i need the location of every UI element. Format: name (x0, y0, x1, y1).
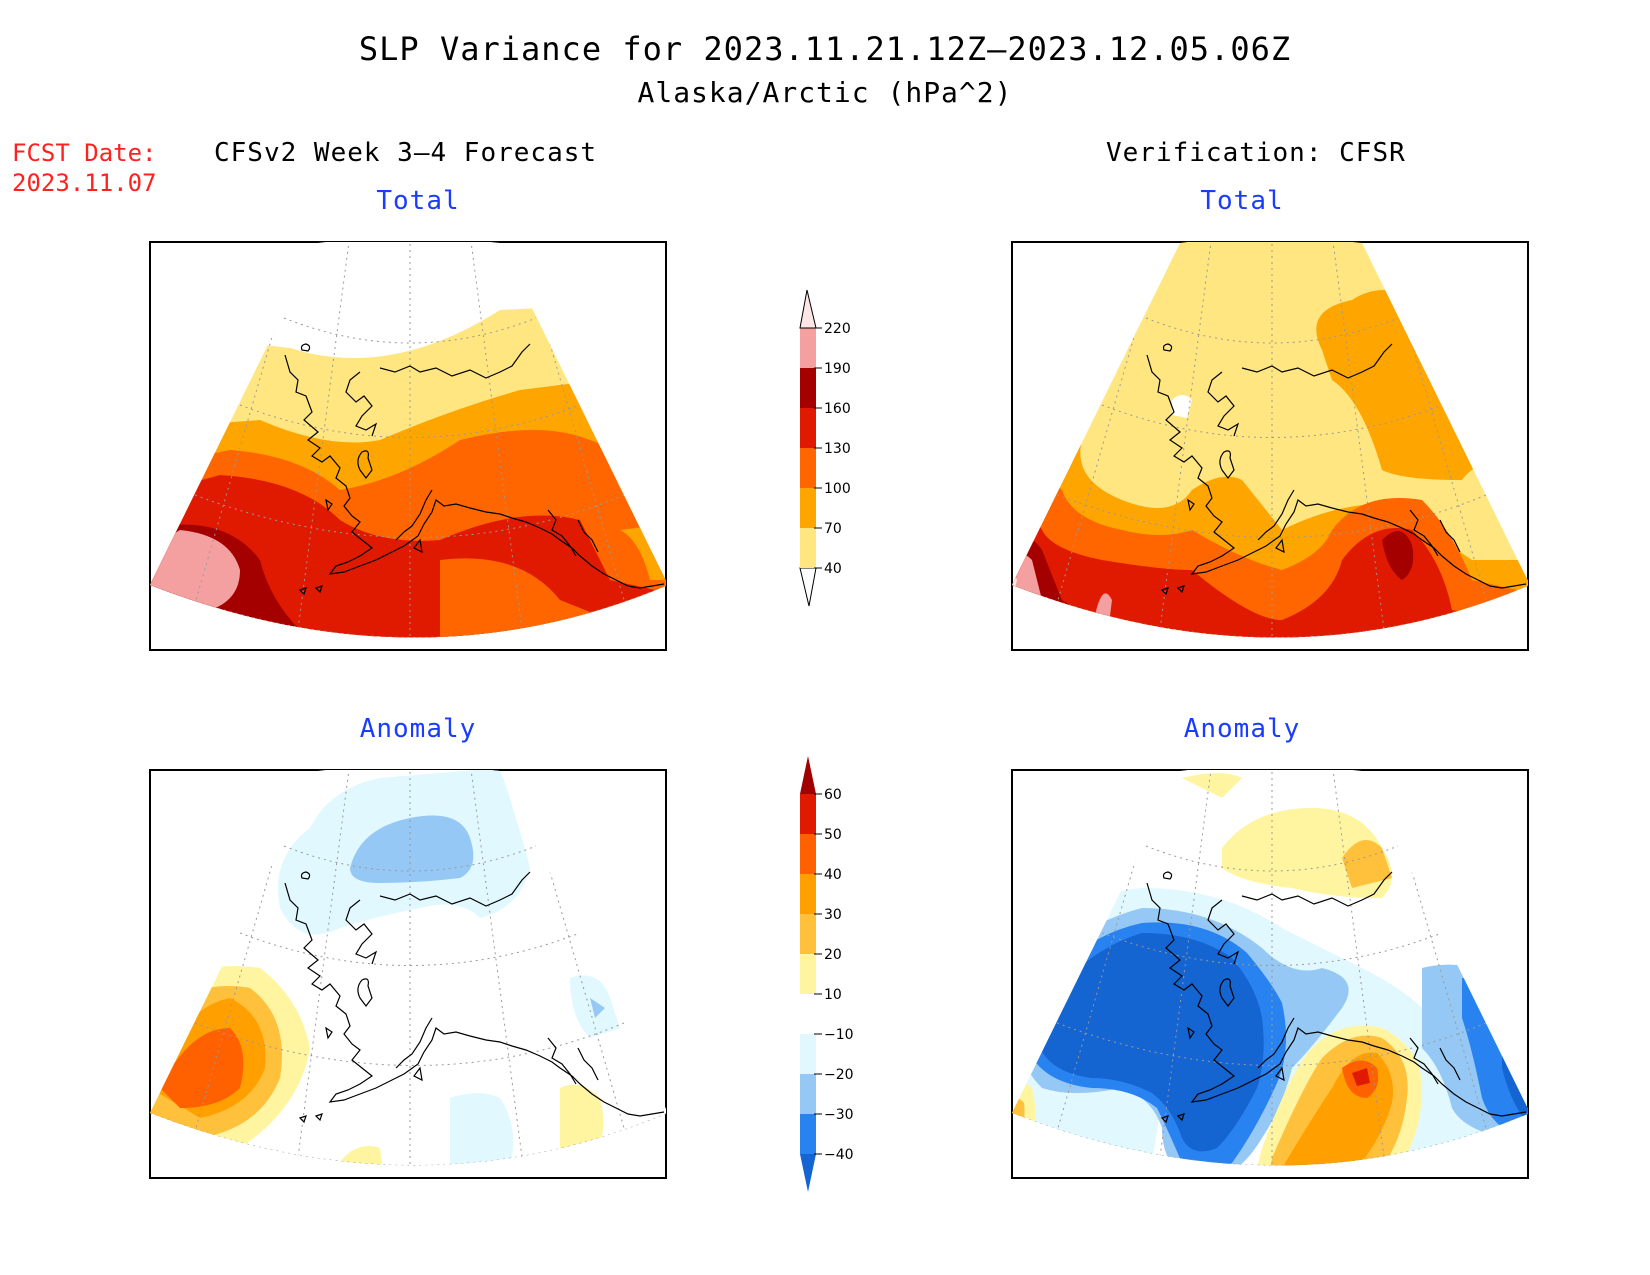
forecast-anomaly-map (149, 769, 667, 1179)
colorbar-tick-label: −20 (824, 1067, 854, 1083)
colorbar-cap-bottom (800, 1154, 816, 1192)
colorbar-tick-label: 40 (824, 561, 842, 577)
verification-anomaly-heading: Anomaly (1183, 714, 1301, 744)
colorbar-swatch (800, 874, 816, 914)
colorbar-tick-label: −40 (824, 1147, 854, 1163)
colorbar-swatch (800, 328, 816, 368)
colorbar-tick-label: 30 (824, 907, 842, 923)
colorbar-tick-label: 130 (824, 441, 851, 457)
verification-total-heading: Total (1200, 186, 1284, 216)
verification-column-title: Verification: CFSR (1106, 138, 1406, 168)
verification-total-map (1011, 241, 1529, 651)
colorbar-tick-label: 60 (824, 787, 842, 803)
colorbar-swatch (800, 408, 816, 448)
colorbar-tick-label: 100 (824, 481, 851, 497)
colorbar-swatch (800, 1074, 816, 1114)
colorbar-tick-label: −30 (824, 1107, 854, 1123)
colorbar-tick-label: 20 (824, 947, 842, 963)
colorbar-swatch (800, 914, 816, 954)
main-subtitle: Alaska/Arctic (hPa^2) (637, 76, 1013, 109)
forecast-total-heading: Total (376, 186, 460, 216)
anomaly-colorbar: −40 −30 −20 −10 10 20 30 40 50 60 (800, 756, 854, 1192)
forecast-total-map (149, 241, 667, 651)
colorbar-swatch (800, 794, 816, 834)
colorbar-cap-top (800, 756, 816, 794)
colorbar-swatch (800, 1034, 816, 1074)
colorbar-swatch (800, 368, 816, 408)
fcst-date-value: 2023.11.07 (12, 169, 157, 197)
colorbar-swatch (800, 528, 816, 568)
colorbar-swatch (800, 954, 816, 994)
verification-anomaly-map (1011, 769, 1529, 1179)
colorbar-swatch (800, 448, 816, 488)
colorbar-swatch (800, 994, 816, 1034)
colorbar-tick-label: 10 (824, 987, 842, 1003)
colorbar-tick-label: 50 (824, 827, 842, 843)
colorbar-swatch (800, 1114, 816, 1154)
colorbar-tick-label: 220 (824, 321, 851, 337)
colorbar-swatch (800, 488, 816, 528)
colorbar-tick-label: 40 (824, 867, 842, 883)
main-title: SLP Variance for 2023.11.21.12Z–2023.12.… (358, 30, 1292, 68)
colorbar-swatch (800, 834, 816, 874)
colorbar-tick-label: 160 (824, 401, 851, 417)
forecast-column-title: CFSv2 Week 3–4 Forecast (214, 138, 598, 168)
colorbar-tick-label: 190 (824, 361, 851, 377)
total-colorbar: 40 70 100 130 160 190 220 (799, 289, 851, 607)
fcst-date-label: FCST Date: (12, 139, 157, 167)
colorbar-tick-label: −10 (824, 1027, 854, 1043)
forecast-anomaly-heading: Anomaly (359, 714, 477, 744)
colorbar-tick-label: 70 (824, 521, 842, 537)
colorbar-cap-bottom (799, 567, 817, 607)
colorbar-cap-top (799, 289, 817, 329)
fcst-date-block: FCST Date: 2023.11.07 (12, 138, 157, 198)
